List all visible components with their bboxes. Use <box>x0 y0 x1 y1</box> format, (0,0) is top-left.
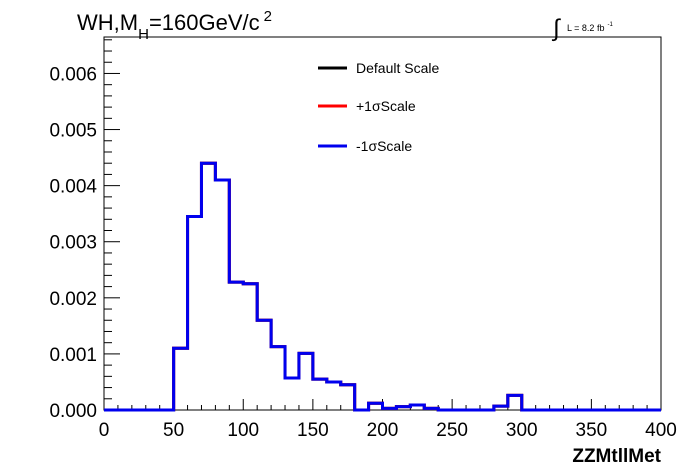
x-tick-label: 150 <box>297 420 329 441</box>
x-tick-label: 200 <box>367 420 399 441</box>
legend-label-minus1sigma: -1σScale <box>356 138 412 154</box>
y-tick-label: 0.006 <box>49 64 97 85</box>
x-tick-label: 100 <box>227 420 259 441</box>
series-layer <box>104 161 661 412</box>
y-tick-label: 0.003 <box>49 233 97 254</box>
y-tick-label: 0.005 <box>49 121 97 142</box>
x-tick-label: 250 <box>436 420 468 441</box>
x-tick-label: 350 <box>576 420 608 441</box>
legend: Default Scale +1σScale -1σScale <box>318 60 439 154</box>
legend-entry-default: Default Scale <box>318 60 439 76</box>
legend-label-default: Default Scale <box>356 60 439 76</box>
luminosity-label: L = 8.2 fb -1 <box>567 22 613 33</box>
x-tick-label: 50 <box>163 420 184 441</box>
title-subscript: H <box>138 26 149 43</box>
y-tick-label: 0.004 <box>49 177 97 198</box>
x-axis: 0 50 100 150 200 250 300 350 400 <box>99 399 677 441</box>
y-tick-label: 0.002 <box>49 289 97 310</box>
legend-entry-plus1sigma: +1σScale <box>318 98 416 114</box>
x-tick-label: 400 <box>645 420 677 441</box>
x-axis-label: ZZMtllMet <box>572 446 661 467</box>
title-prefix: WH,M <box>77 10 138 35</box>
luminosity-superscript: -1 <box>607 22 613 28</box>
luminosity-integral: ∫ <box>551 15 561 42</box>
luminosity-text: L = 8.2 fb <box>567 23 604 33</box>
x-tick-label: 0 <box>99 420 110 441</box>
legend-entry-minus1sigma: -1σScale <box>318 138 412 154</box>
title-suffix: =160GeV/c <box>149 10 260 35</box>
title-superscript: 2 <box>264 8 272 25</box>
y-tick-label: 0.001 <box>49 345 97 366</box>
y-axis: 0.000 0.001 0.002 0.003 0.004 0.005 0.006 <box>49 39 120 422</box>
series-line-minus1sigma <box>104 161 661 412</box>
x-tick-label: 300 <box>506 420 538 441</box>
y-tick-label: 0.000 <box>49 401 97 422</box>
chart-title: WH,MH=160GeV/c 2 <box>77 8 272 43</box>
legend-label-plus1sigma: +1σScale <box>356 98 416 114</box>
